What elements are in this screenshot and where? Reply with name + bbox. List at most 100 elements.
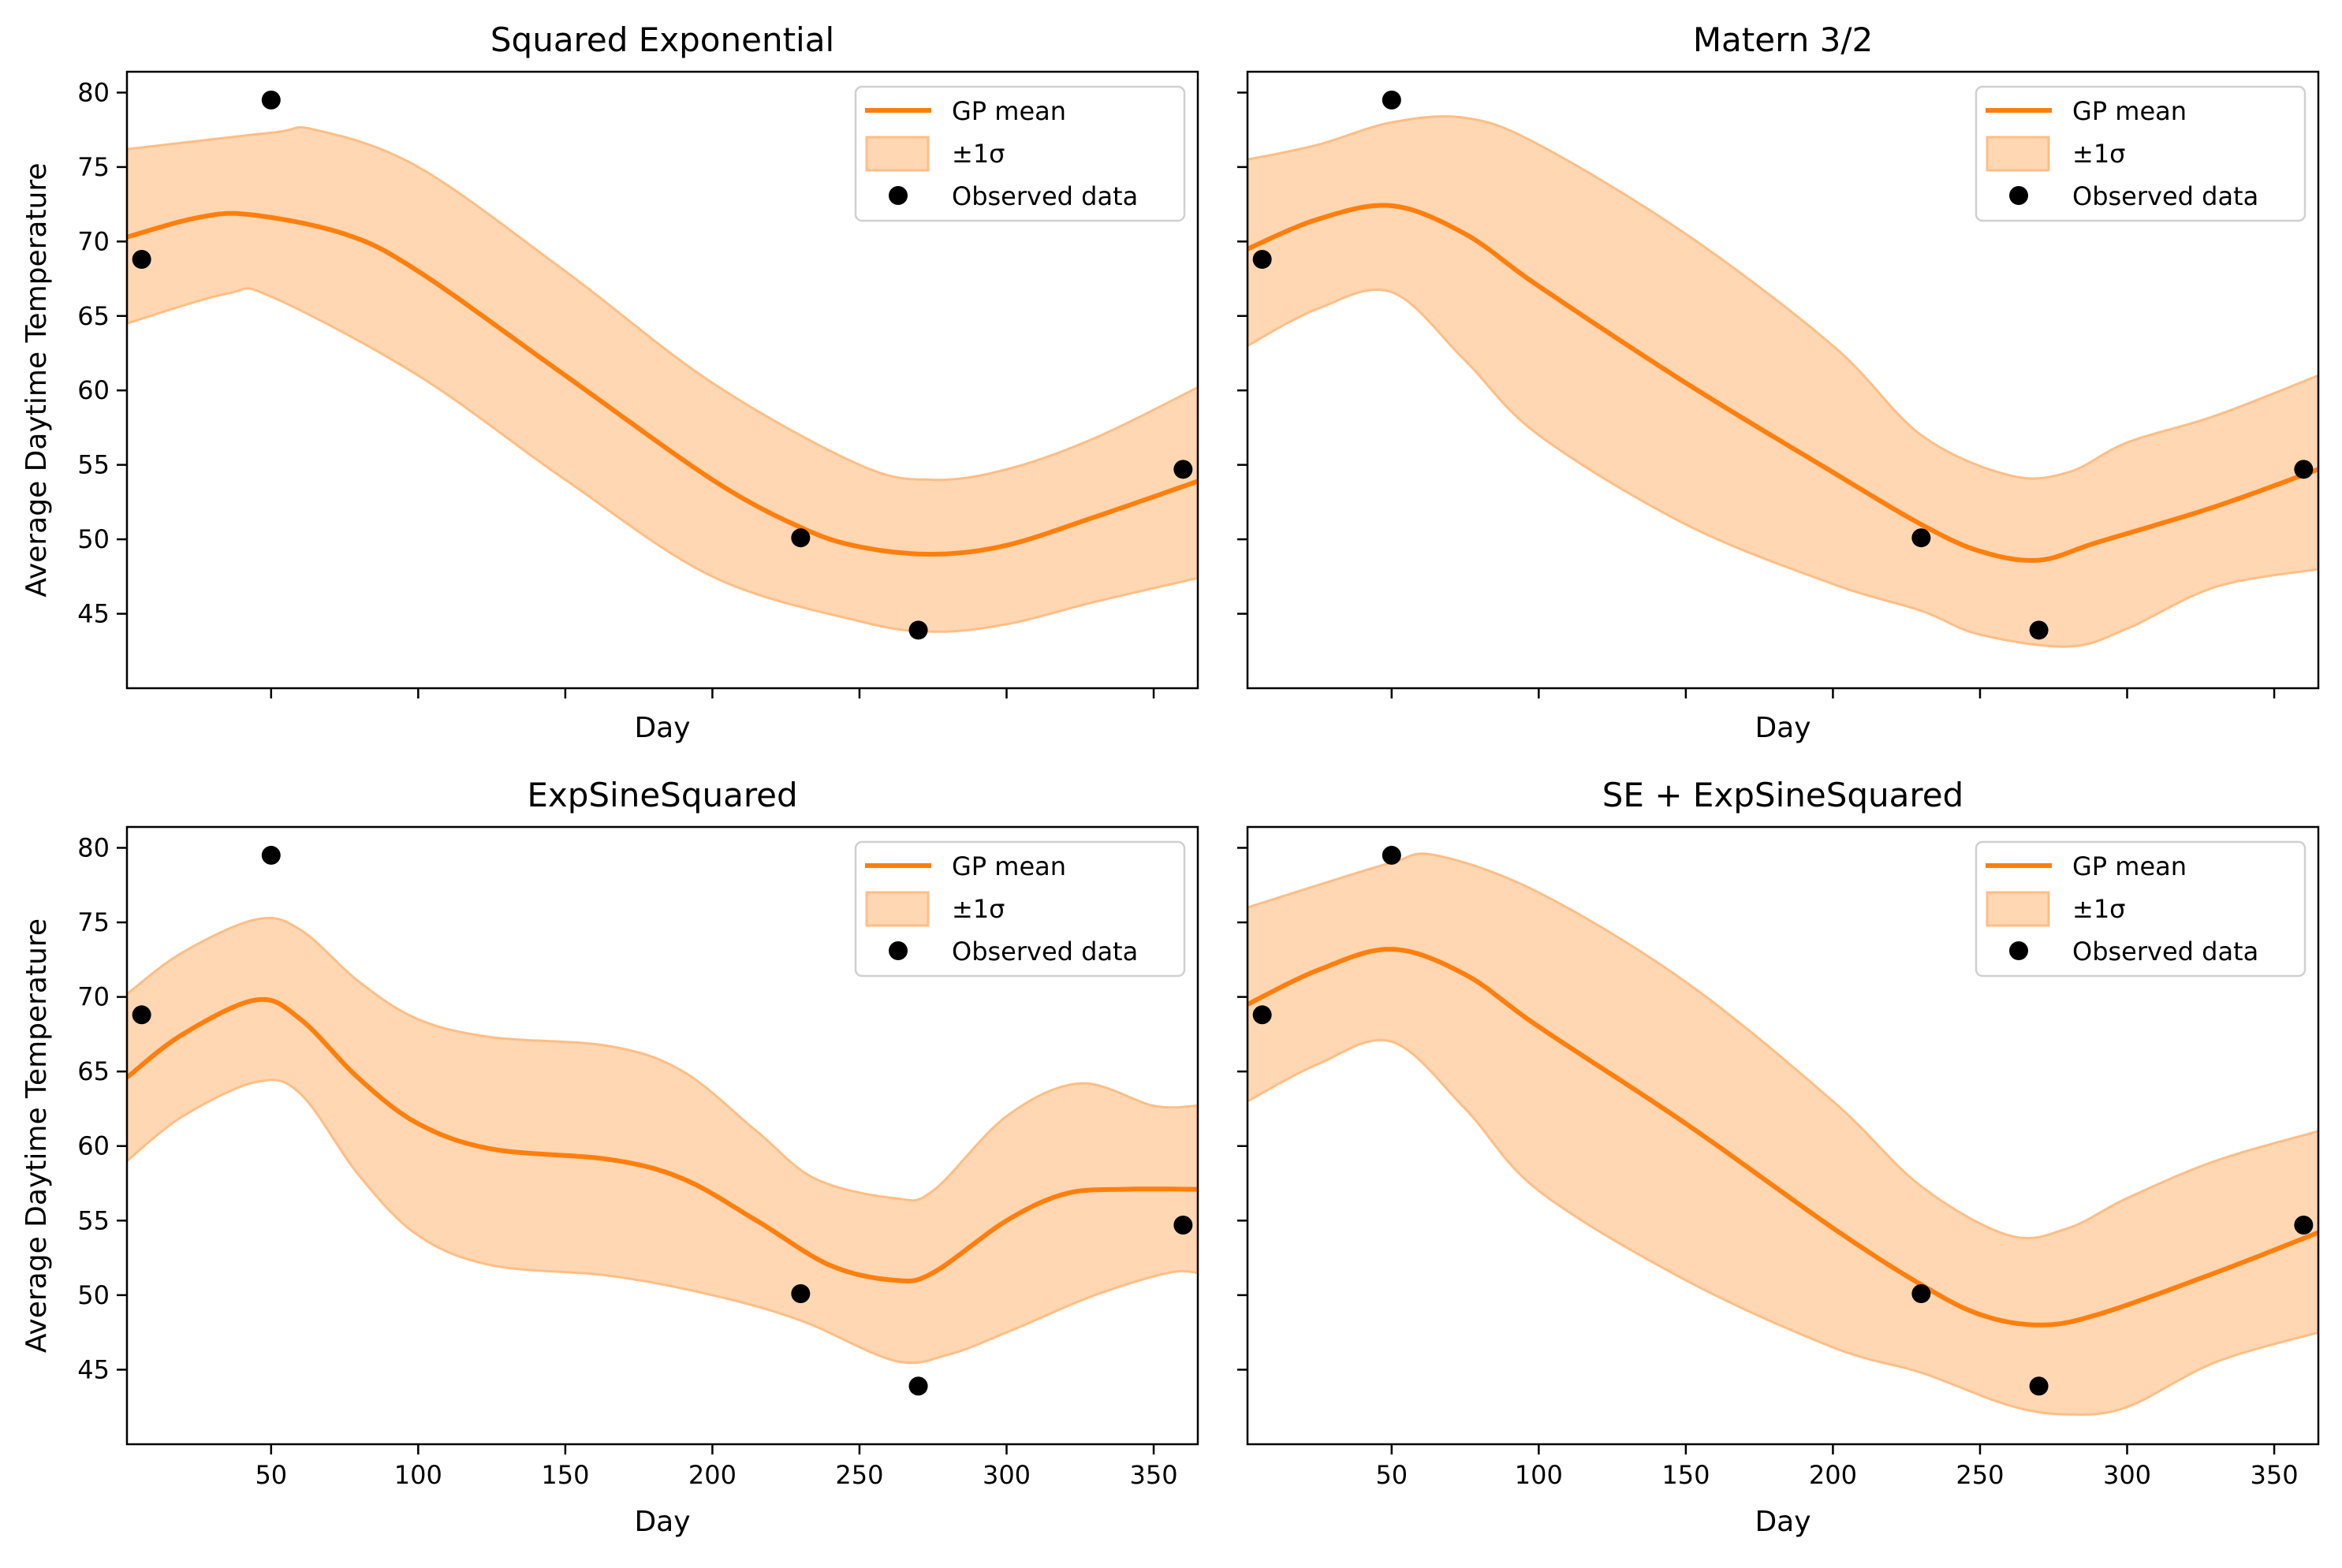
x-tick-label: 100 xyxy=(1515,1460,1563,1490)
y-tick-label: 70 xyxy=(77,226,110,256)
observed-point xyxy=(1252,250,1272,269)
subplot-title: Matern 3/2 xyxy=(1693,20,1873,59)
subplot-3: 50 100 150 200 250 300 350 45 50 55 60 65 70 75 80 ExpS… xyxy=(21,776,1199,1538)
legend: GP mean ±1σ Observed data xyxy=(854,85,1186,222)
x-tick-label: 150 xyxy=(541,1460,589,1490)
legend-box xyxy=(854,840,1186,978)
observed-point xyxy=(2294,460,2314,479)
observed-point xyxy=(1252,1005,1272,1025)
x-tick-label: 200 xyxy=(1809,1460,1857,1490)
plot-area xyxy=(1247,852,2318,1416)
x-axis-label: Day xyxy=(634,1506,690,1538)
axes-frame xyxy=(125,70,1199,690)
legend-band-swatch xyxy=(865,891,930,927)
subplot-2: Matern 3/2 Day GP mean ±1σ Observed data xyxy=(1237,20,2320,744)
y-tick-label: 60 xyxy=(77,1131,110,1161)
legend-points-swatch xyxy=(2009,186,2028,205)
observed-point xyxy=(2029,620,2049,640)
observed-point xyxy=(1382,90,1401,110)
legend-band-label: ±1σ xyxy=(952,139,1005,169)
legend-mean-label: GP mean xyxy=(2072,851,2187,881)
axes-frame xyxy=(1246,70,2320,690)
x-tick-label: 50 xyxy=(1375,1460,1408,1490)
legend-points-label: Observed data xyxy=(2072,181,2258,211)
x-axis-label: Day xyxy=(634,712,690,744)
axes-frame xyxy=(1246,825,2320,1446)
subplot-title: Squared Exponential xyxy=(490,20,834,59)
legend-box xyxy=(1975,85,2307,222)
gp-mean-line xyxy=(127,210,1198,557)
legend-box xyxy=(854,85,1186,222)
legend-band-swatch xyxy=(865,136,930,172)
axes-frame xyxy=(125,825,1199,1446)
observed-point xyxy=(1911,1283,1931,1303)
y-tick-label: 65 xyxy=(77,301,110,331)
observed-point xyxy=(2029,1376,2049,1396)
legend-band-swatch xyxy=(1986,136,2050,172)
sigma-band xyxy=(1247,852,2318,1416)
observed-point xyxy=(1173,460,1193,479)
legend-box xyxy=(1975,840,2307,978)
subplot-title: ExpSineSquared xyxy=(527,776,797,814)
observed-point xyxy=(908,620,928,640)
observed-point xyxy=(261,90,281,110)
plot-area xyxy=(127,126,1198,633)
y-axis-label: Average Daytime Temperature xyxy=(21,918,53,1353)
sigma-band xyxy=(127,126,1198,633)
x-tick-label: 50 xyxy=(255,1460,287,1490)
y-tick-label: 75 xyxy=(77,152,110,182)
observed-point xyxy=(791,528,811,548)
y-tick-label: 60 xyxy=(77,375,110,405)
subplot-1: 45 50 55 60 65 70 75 80 Squared Exponential Day Av… xyxy=(21,20,1199,744)
legend-mean-label: GP mean xyxy=(2072,96,2187,126)
y-tick-label: 80 xyxy=(77,77,110,107)
y-tick-label: 80 xyxy=(77,832,110,862)
observed-point xyxy=(132,250,151,269)
observed-point xyxy=(791,1283,811,1303)
legend-band-label: ±1σ xyxy=(952,894,1005,924)
x-tick-label: 300 xyxy=(2103,1460,2151,1490)
legend: GP mean ±1σ Observed data xyxy=(854,840,1186,978)
y-tick-label: 55 xyxy=(77,1205,110,1235)
observed-point xyxy=(1911,528,1931,548)
observed-point xyxy=(2294,1215,2314,1235)
y-tick-label: 50 xyxy=(77,524,110,554)
y-axis-label: Average Daytime Temperature xyxy=(21,162,53,597)
legend-band-label: ±1σ xyxy=(2072,894,2125,924)
y-tick-label: 45 xyxy=(77,599,110,629)
x-tick-label: 300 xyxy=(983,1460,1031,1490)
plot-area xyxy=(127,917,1198,1365)
y-tick-label: 55 xyxy=(77,450,110,480)
y-tick-label: 45 xyxy=(77,1354,110,1384)
legend: GP mean ±1σ Observed data xyxy=(1975,85,2307,222)
x-tick-label: 350 xyxy=(2250,1460,2298,1490)
y-tick-label: 50 xyxy=(77,1280,110,1310)
legend-points-swatch xyxy=(889,941,908,960)
legend: GP mean ±1σ Observed data xyxy=(1975,840,2307,978)
observed-point xyxy=(1382,845,1401,865)
x-tick-label: 350 xyxy=(1129,1460,1177,1490)
x-axis-label: Day xyxy=(1755,712,1811,744)
plot-area xyxy=(1247,115,2318,648)
gp-mean-line xyxy=(1247,203,2318,563)
x-tick-label: 200 xyxy=(688,1460,737,1490)
legend-mean-label: GP mean xyxy=(952,851,1066,881)
legend-points-label: Observed data xyxy=(2072,937,2258,966)
x-tick-label: 250 xyxy=(835,1460,883,1490)
sigma-band xyxy=(1247,115,2318,648)
observed-point xyxy=(908,1376,928,1396)
legend-band-label: ±1σ xyxy=(2072,139,2125,169)
legend-points-swatch xyxy=(889,186,908,205)
observed-point xyxy=(1173,1215,1193,1235)
sigma-band xyxy=(127,917,1198,1365)
y-tick-label: 65 xyxy=(77,1056,110,1086)
subplot-title: SE + ExpSineSquared xyxy=(1602,776,1963,814)
x-tick-label: 150 xyxy=(1661,1460,1710,1490)
legend-band-swatch xyxy=(1986,891,2050,927)
legend-points-label: Observed data xyxy=(952,937,1138,966)
x-tick-label: 250 xyxy=(1956,1460,2004,1490)
observed-point xyxy=(132,1005,151,1025)
legend-points-swatch xyxy=(2009,941,2028,960)
y-tick-label: 75 xyxy=(77,907,110,937)
